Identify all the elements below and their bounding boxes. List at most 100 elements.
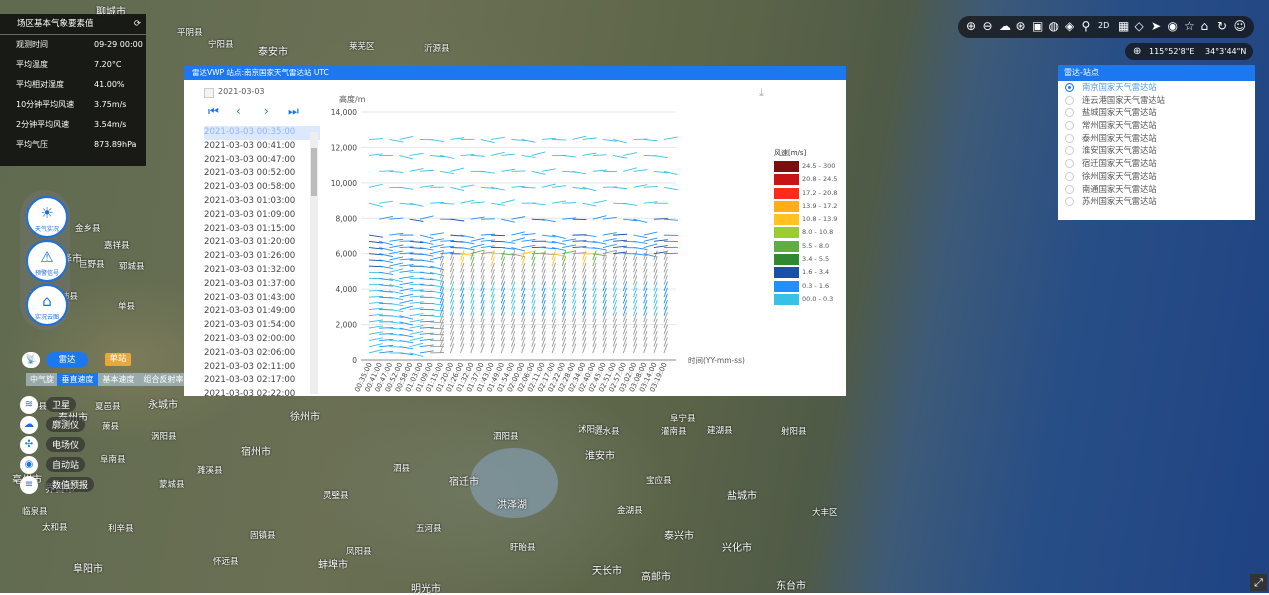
station-item[interactable]: 泰州国家天气雷达站 (1058, 132, 1255, 145)
radio-icon[interactable] (1065, 185, 1074, 194)
time-list-scrollbar[interactable] (310, 132, 318, 394)
station-item[interactable]: 南通国家天气雷达站 (1058, 183, 1255, 196)
zoom-in-icon[interactable]: ⊕ (966, 19, 976, 33)
tab-base-velocity[interactable]: 基本速度 (98, 373, 139, 386)
satellite-dish-icon[interactable]: 📡 (22, 352, 40, 368)
map-label: 金湖县 (617, 504, 643, 516)
map-label: 大丰区 (812, 506, 838, 518)
wind-barb (420, 260, 434, 262)
legend-label: 0.3 - 1.6 (802, 282, 829, 290)
date-picker[interactable]: 2021-03-03 (218, 87, 265, 96)
map-label: 泗县 (393, 462, 410, 474)
legend-swatch (774, 294, 799, 305)
globe-icon[interactable]: ⊛ (1016, 19, 1026, 33)
map-label: 宿州市 (241, 443, 271, 458)
send-icon[interactable]: ➤ (1151, 19, 1161, 33)
map-label: 阜宁县 (670, 412, 696, 424)
map-label: 巨野县 (79, 258, 105, 270)
fullscreen-icon[interactable]: ⤢ (1250, 574, 1267, 591)
measure-area-icon[interactable]: ▦ (1118, 19, 1129, 33)
first-icon[interactable]: ⏮ (208, 104, 219, 119)
station-label: 常州国家天气雷达站 (1082, 120, 1157, 130)
time-item[interactable]: 2021-03-03 01:15:00 (204, 223, 320, 237)
weather-icon[interactable]: ☁ (999, 19, 1011, 33)
weather-live-button[interactable]: ☀天气实况 (26, 196, 68, 238)
radio-icon[interactable] (1065, 134, 1074, 143)
time-item[interactable]: 2021-03-03 01:26:00 (204, 250, 320, 264)
wind-barb (552, 139, 566, 140)
pin-icon[interactable]: ⚲ (1082, 19, 1091, 33)
time-item[interactable]: 2021-03-03 01:03:00 (204, 195, 320, 209)
time-item[interactable]: 2021-03-03 00:35:00 (204, 126, 320, 140)
wind-barb (583, 203, 597, 206)
station-item[interactable]: 苏州国家天气雷达站 (1058, 195, 1255, 208)
warning-signal-button[interactable]: ⚠预警信号 (26, 240, 68, 282)
legend-swatch (774, 174, 799, 185)
layers-icon[interactable]: ◈ (1065, 19, 1074, 33)
time-item[interactable]: 2021-03-03 02:17:00 (204, 374, 320, 388)
refresh-icon[interactable]: ⟳ (134, 14, 141, 34)
time-item[interactable]: 2021-03-03 00:41:00 (204, 140, 320, 154)
time-item[interactable]: 2021-03-03 01:43:00 (204, 292, 320, 306)
time-item[interactable]: 2021-03-03 01:54:00 (204, 319, 320, 333)
bookmark-icon[interactable]: ⌂ (1201, 19, 1209, 33)
2d-icon[interactable]: 2D (1098, 21, 1109, 30)
wind-barb (491, 203, 505, 205)
tab-composite-reflectivity[interactable]: 组合反射率 (139, 373, 188, 386)
rotate-icon[interactable]: ↻ (1217, 19, 1227, 33)
globe-dark-icon[interactable]: ◍ (1049, 19, 1059, 33)
time-item[interactable]: 2021-03-03 00:47:00 (204, 154, 320, 168)
radio-icon[interactable] (1065, 197, 1074, 206)
map-label: 单县 (118, 300, 135, 312)
radio-icon[interactable] (1065, 159, 1074, 168)
time-item[interactable]: 2021-03-03 02:06:00 (204, 347, 320, 361)
met-label: 平均气压 (16, 140, 48, 149)
tab-mesocyclone[interactable]: 中气旋 (26, 373, 58, 386)
tab-vertical-velocity[interactable]: 垂直速度 (57, 373, 98, 386)
star-icon[interactable]: ☆ (1184, 19, 1195, 33)
last-icon[interactable]: ⏭ (288, 104, 299, 119)
station-label: 南通国家天气雷达站 (1082, 184, 1157, 194)
map-label: 濉溪县 (197, 464, 223, 476)
time-item[interactable]: 2021-03-03 02:22:00 (204, 388, 320, 402)
time-item[interactable]: 2021-03-03 01:09:00 (204, 209, 320, 223)
radio-icon[interactable] (1065, 108, 1074, 117)
time-item[interactable]: 2021-03-03 02:11:00 (204, 361, 320, 375)
time-item[interactable]: 2021-03-03 02:00:00 (204, 333, 320, 347)
met-panel-title: 场区基本气象要素值 (17, 19, 94, 29)
cloud-image-button[interactable]: ⌂实况云图 (26, 284, 68, 326)
radio-icon[interactable] (1065, 146, 1074, 155)
time-item[interactable]: 2021-03-03 00:52:00 (204, 167, 320, 181)
station-item[interactable]: 淮安国家天气雷达站 (1058, 144, 1255, 157)
wind-barb (593, 248, 607, 250)
single-station-button[interactable]: 单站 (105, 353, 131, 366)
scrollbar-thumb[interactable] (311, 148, 317, 196)
time-item[interactable]: 2021-03-03 01:37:00 (204, 278, 320, 292)
time-item[interactable]: 2021-03-03 01:20:00 (204, 236, 320, 250)
station-item[interactable]: 南京国家天气雷达站 (1058, 81, 1255, 94)
station-item[interactable]: 常州国家天气雷达站 (1058, 119, 1255, 132)
station-item[interactable]: 盐城国家天气雷达站 (1058, 106, 1255, 119)
radio-icon[interactable] (1065, 121, 1074, 130)
ruler-icon[interactable]: ◇ (1135, 19, 1144, 33)
next-icon[interactable]: › (264, 104, 269, 118)
map-label: 金乡县 (75, 222, 101, 234)
wind-barb (420, 170, 434, 171)
user-icon[interactable]: ☺ (1234, 19, 1247, 33)
fit-icon[interactable]: ▣ (1032, 19, 1043, 33)
zoom-out-icon[interactable]: ⊖ (983, 19, 993, 33)
time-item[interactable]: 2021-03-03 00:58:00 (204, 181, 320, 195)
station-item[interactable]: 徐州国家天气雷达站 (1058, 170, 1255, 183)
radio-icon[interactable] (1065, 172, 1074, 181)
radio-icon[interactable] (1065, 83, 1074, 92)
prev-icon[interactable]: ‹ (236, 104, 241, 118)
time-item[interactable]: 2021-03-03 01:49:00 (204, 305, 320, 319)
wind-barb (552, 186, 566, 188)
time-item[interactable]: 2021-03-03 01:32:00 (204, 264, 320, 278)
radar-mode-button[interactable]: 雷达 (46, 352, 88, 368)
radio-icon[interactable] (1065, 96, 1074, 105)
station-item[interactable]: 宿迁国家天气雷达站 (1058, 157, 1255, 170)
station-item[interactable]: 连云港国家天气雷达站 (1058, 94, 1255, 107)
eye-icon[interactable]: ◉ (1168, 19, 1178, 33)
